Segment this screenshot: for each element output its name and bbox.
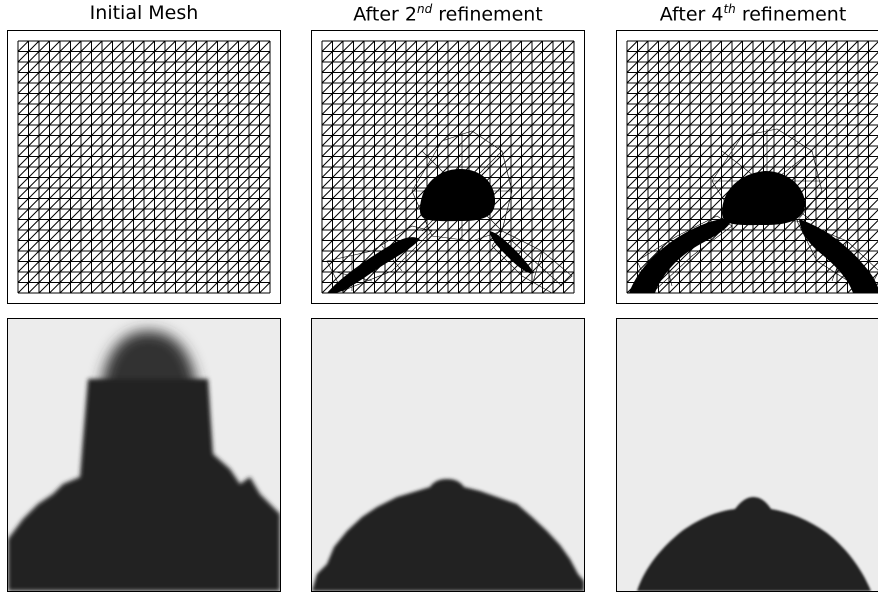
- title-main: After 4: [659, 3, 724, 26]
- mesh-lines: [321, 40, 575, 294]
- solid-region: [312, 479, 584, 591]
- field-4th: [617, 319, 878, 591]
- title-main: Initial Mesh: [89, 2, 199, 24]
- mesh-panel-initial: [7, 30, 281, 304]
- mesh-2nd: [321, 40, 575, 294]
- mesh-initial: [17, 40, 271, 294]
- refined-region-dense: [629, 171, 878, 293]
- refined-region-dense: [327, 169, 534, 293]
- field-initial: [8, 319, 280, 591]
- title-superscript: nd: [417, 2, 433, 16]
- title-after-4th-refinement: After 4th refinement: [616, 2, 878, 25]
- field-panel-4th: [616, 318, 878, 592]
- title-tail: refinement: [432, 3, 543, 26]
- title-main: After 2: [353, 3, 417, 26]
- title-initial-mesh: Initial Mesh: [7, 2, 281, 24]
- title-after-2nd-refinement: After 2nd refinement: [311, 2, 585, 25]
- mesh-grid: [17, 40, 271, 294]
- mesh-panel-4th: [616, 30, 878, 304]
- field-panel-initial: [7, 318, 281, 592]
- field-panel-2nd: [311, 318, 585, 592]
- title-superscript: th: [723, 2, 736, 16]
- solid-region: [637, 497, 871, 591]
- mesh-4th: [626, 40, 878, 294]
- field-2nd: [312, 319, 584, 591]
- title-tail: refinement: [735, 3, 847, 26]
- mesh-grid: [321, 40, 575, 294]
- mesh-lines: [17, 40, 271, 294]
- solid-region: [8, 379, 280, 591]
- mesh-panel-2nd: [311, 30, 585, 304]
